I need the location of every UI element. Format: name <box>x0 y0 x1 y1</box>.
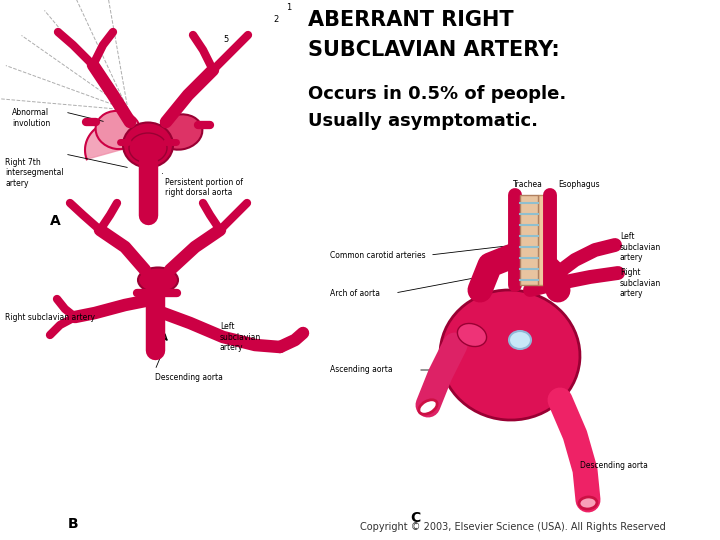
Text: Right 7th
intersegmental
artery: Right 7th intersegmental artery <box>5 158 63 188</box>
Ellipse shape <box>509 331 531 349</box>
Text: Descending aorta: Descending aorta <box>155 373 223 382</box>
Text: 1: 1 <box>286 3 292 12</box>
Text: Trachea: Trachea <box>513 180 543 189</box>
Polygon shape <box>85 120 153 159</box>
Text: Ascending aorta: Ascending aorta <box>330 366 392 375</box>
Ellipse shape <box>457 323 487 347</box>
Text: Arch of aorta: Arch of aorta <box>330 288 380 298</box>
Text: Common carotid arteries: Common carotid arteries <box>330 251 426 260</box>
Ellipse shape <box>158 114 202 150</box>
Ellipse shape <box>419 400 437 414</box>
Bar <box>520 195 538 285</box>
Text: Left
subclavian
artery: Left subclavian artery <box>220 322 261 352</box>
Text: SUBCLAVIAN ARTERY:: SUBCLAVIAN ARTERY: <box>308 40 559 60</box>
Bar <box>538 195 554 285</box>
Text: Abnormal
involution: Abnormal involution <box>12 109 50 127</box>
Text: Left
subclavian
artery: Left subclavian artery <box>620 232 661 262</box>
Text: Esophagus: Esophagus <box>558 180 600 189</box>
Text: 2: 2 <box>273 15 278 24</box>
Ellipse shape <box>138 267 178 293</box>
Text: 5: 5 <box>223 35 228 44</box>
Text: B: B <box>68 517 78 531</box>
Text: C: C <box>410 511 420 525</box>
Ellipse shape <box>579 497 597 509</box>
Text: Persistent portion of
right dorsal aorta: Persistent portion of right dorsal aorta <box>165 178 243 198</box>
Ellipse shape <box>96 111 140 149</box>
Ellipse shape <box>129 133 167 163</box>
Text: Right
subclavian
artery: Right subclavian artery <box>620 268 661 298</box>
Text: Copyright © 2003, Elsevier Science (USA). All Rights Reserved: Copyright © 2003, Elsevier Science (USA)… <box>360 522 666 532</box>
Text: Descending aorta: Descending aorta <box>580 461 648 469</box>
Ellipse shape <box>440 290 580 420</box>
Text: ABERRANT RIGHT: ABERRANT RIGHT <box>308 10 513 30</box>
Text: Usually asymptomatic.: Usually asymptomatic. <box>308 112 538 130</box>
Text: Right subclavian artery: Right subclavian artery <box>5 313 95 321</box>
Text: Occurs in 0.5% of people.: Occurs in 0.5% of people. <box>308 85 566 103</box>
Text: A: A <box>50 214 60 228</box>
Ellipse shape <box>123 123 173 167</box>
